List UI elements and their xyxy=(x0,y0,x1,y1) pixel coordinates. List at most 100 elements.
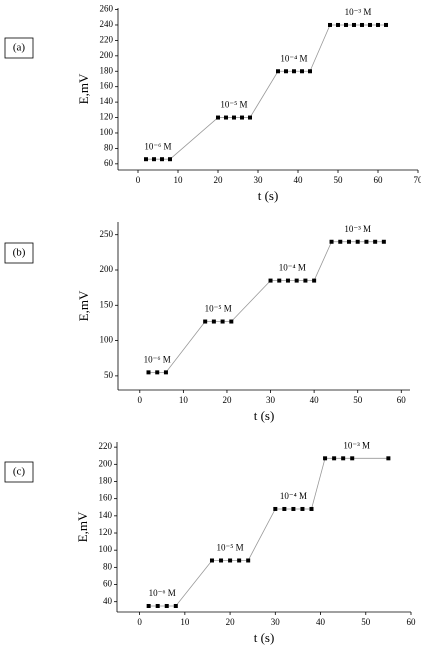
y-tick-label: 150 xyxy=(100,299,114,309)
x-axis-title: t (s) xyxy=(254,408,275,423)
data-point xyxy=(364,239,369,244)
data-point xyxy=(216,115,220,120)
data-point xyxy=(220,319,225,324)
y-tick-label: 140 xyxy=(100,96,114,106)
annotation: 10⁻⁶ M xyxy=(144,354,171,364)
data-point xyxy=(276,69,280,74)
y-tick-label: 60 xyxy=(103,579,113,589)
y-tick-label: 120 xyxy=(99,527,113,537)
x-axis-title: t (s) xyxy=(258,188,279,203)
panel-label-box xyxy=(4,461,34,483)
y-tick-label: 200 xyxy=(100,264,114,274)
panel-label-box xyxy=(4,37,34,59)
data-point xyxy=(173,603,178,608)
data-point xyxy=(144,157,148,162)
y-tick-label: 160 xyxy=(100,81,114,91)
data-point xyxy=(332,456,337,461)
y-tick-label: 60 xyxy=(104,158,114,168)
y-axis-title: E,mV xyxy=(76,290,91,321)
x-tick-label: 0 xyxy=(138,395,143,405)
data-point xyxy=(248,115,252,120)
data-point xyxy=(277,278,282,283)
annotation: 10⁻⁴ M xyxy=(279,263,306,273)
data-point xyxy=(300,506,305,511)
data-point xyxy=(285,278,290,283)
y-tick-label: 220 xyxy=(99,441,113,451)
x-tick-label: 30 xyxy=(271,617,281,627)
y-tick-label: 100 xyxy=(99,544,113,554)
data-point xyxy=(292,69,296,74)
x-tick-label: 0 xyxy=(137,617,142,627)
data-point xyxy=(219,558,224,563)
data-point xyxy=(164,603,169,608)
annotation: 10⁻⁵ M xyxy=(205,304,232,314)
x-tick-label: 20 xyxy=(222,395,232,405)
data-point xyxy=(155,603,160,608)
data-point xyxy=(229,319,234,324)
data-point xyxy=(300,69,304,74)
y-tick-label: 100 xyxy=(100,335,114,345)
x-tick-label: 50 xyxy=(361,617,371,627)
data-point xyxy=(303,278,308,283)
data-point xyxy=(328,22,332,27)
annotation: 10⁻⁶ M xyxy=(144,141,171,151)
panel-label: (a) xyxy=(13,42,26,54)
y-tick-label: 80 xyxy=(103,561,113,571)
data-point xyxy=(232,115,236,120)
data-point xyxy=(284,69,288,74)
annotation: 10⁻⁵ M xyxy=(220,100,247,110)
x-tick-label: 70 xyxy=(414,175,421,185)
annotation: 10⁻⁴ M xyxy=(280,53,307,63)
data-point xyxy=(386,456,391,461)
data-point xyxy=(282,506,287,511)
y-tick-label: 160 xyxy=(99,493,113,503)
data-line xyxy=(146,24,386,160)
x-tick-label: 40 xyxy=(310,395,320,405)
data-point xyxy=(350,456,355,461)
data-point xyxy=(346,239,351,244)
data-point xyxy=(203,319,208,324)
data-point xyxy=(146,603,151,608)
y-tick-label: 80 xyxy=(104,142,114,152)
data-point xyxy=(381,239,386,244)
data-point xyxy=(355,239,360,244)
x-tick-label: 50 xyxy=(334,175,344,185)
panel-label-box xyxy=(4,242,34,264)
y-tick-label: 220 xyxy=(100,34,114,44)
data-point xyxy=(344,22,348,27)
data-point xyxy=(384,22,388,27)
y-tick-label: 120 xyxy=(100,112,114,122)
data-point xyxy=(273,506,278,511)
data-point xyxy=(329,239,334,244)
x-tick-label: 40 xyxy=(294,175,304,185)
y-tick-label: 200 xyxy=(100,50,114,60)
data-point xyxy=(237,558,242,563)
x-tick-label: 50 xyxy=(353,395,363,405)
data-point xyxy=(146,370,151,375)
data-point xyxy=(240,115,244,120)
data-point xyxy=(341,456,346,461)
data-point xyxy=(352,22,356,27)
y-axis-title: E,mV xyxy=(75,511,90,542)
x-tick-label: 30 xyxy=(254,175,264,185)
data-point xyxy=(291,506,296,511)
annotation: 10⁻³ M xyxy=(345,7,372,17)
data-line xyxy=(148,457,389,607)
panel-label: (c) xyxy=(13,466,26,478)
y-tick-label: 100 xyxy=(100,127,114,137)
x-tick-label: 60 xyxy=(407,617,417,627)
x-tick-label: 10 xyxy=(179,395,189,405)
annotation: 10⁻³ M xyxy=(344,224,371,234)
data-point xyxy=(228,558,233,563)
y-tick-label: 240 xyxy=(100,19,114,29)
y-tick-label: 40 xyxy=(103,596,113,606)
data-point xyxy=(155,370,160,375)
x-tick-label: 40 xyxy=(316,617,326,627)
data-point xyxy=(209,558,214,563)
annotation: 10⁻⁶ M xyxy=(149,588,176,598)
data-point xyxy=(294,278,299,283)
data-point xyxy=(211,319,216,324)
x-tick-label: 30 xyxy=(266,395,276,405)
data-point xyxy=(360,22,364,27)
